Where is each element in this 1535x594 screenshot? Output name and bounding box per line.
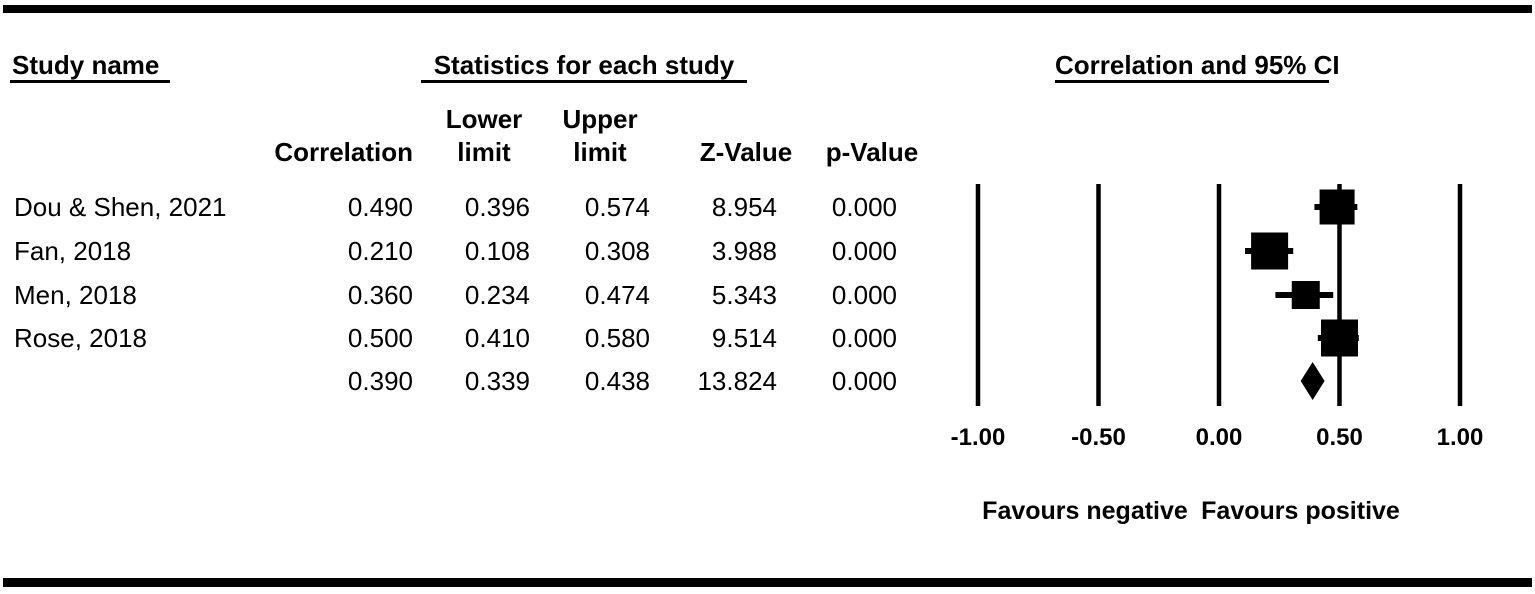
z-value-cell: 9.514	[711, 323, 777, 353]
study-name-group-header: Study name	[10, 50, 170, 83]
correlation-ci-group-header: Correlation and 95% CI	[1055, 50, 1340, 83]
column-header-z-value: Z-Value	[699, 137, 793, 167]
top-border-rule	[3, 5, 1532, 13]
lower-limit-cell: 0.410	[464, 323, 530, 353]
column-header-p-value: p-Value	[825, 137, 919, 167]
x-tick-label: -1.00	[950, 424, 1006, 451]
lower-limit-cell: 0.234	[464, 280, 530, 310]
upper-limit-cell: 0.308	[584, 236, 650, 266]
upper-limit-cell: 0.474	[584, 280, 650, 310]
column-header-correlation: Correlation	[274, 137, 413, 167]
summary-diamond	[1300, 362, 1325, 400]
column-header-limit: Lower limit	[445, 104, 523, 167]
favours-positive-label: Favours positive	[1201, 497, 1400, 525]
x-tick-label: 1.00	[1436, 424, 1484, 451]
upper-limit-cell: 0.574	[584, 192, 650, 222]
study-name-cell: Rose, 2018	[14, 323, 147, 353]
z-value-cell: 8.954	[711, 192, 777, 222]
x-tick-label: 0.00	[1195, 424, 1243, 451]
correlation-cell: 0.360	[347, 280, 413, 310]
upper-limit-cell: 0.438	[584, 366, 650, 396]
z-value-cell: 5.343	[711, 280, 777, 310]
study-name-cell: Dou & Shen, 2021	[14, 192, 227, 222]
z-value-cell: 3.988	[711, 236, 777, 266]
correlation-cell: 0.390	[347, 366, 413, 396]
lower-limit-cell: 0.108	[464, 236, 530, 266]
statistics-group-header: Statistics for each study	[421, 50, 747, 83]
study-name-cell: Fan, 2018	[14, 236, 132, 266]
correlation-cell: 0.490	[347, 192, 413, 222]
weight-square	[1321, 319, 1358, 357]
column-header-limit: Upper limit	[562, 104, 638, 167]
lower-limit-cell: 0.339	[464, 366, 530, 396]
p-value-cell: 0.000	[831, 236, 897, 266]
x-tick-label: -0.50	[1071, 424, 1126, 451]
lower-limit-cell: 0.396	[464, 192, 530, 222]
study-name-cell: Men, 2018	[14, 280, 137, 310]
z-value-cell: 13.824	[697, 366, 777, 396]
p-value-cell: 0.000	[831, 366, 897, 396]
weight-square	[1251, 232, 1289, 270]
x-tick-label: 0.50	[1316, 424, 1363, 451]
p-value-cell: 0.000	[831, 280, 897, 310]
correlation-cell: 0.500	[347, 323, 413, 353]
bottom-border-rule	[3, 578, 1532, 587]
weight-square	[1291, 281, 1320, 309]
correlation-cell: 0.210	[347, 236, 413, 266]
weight-square	[1319, 189, 1355, 225]
p-value-cell: 0.000	[831, 323, 897, 353]
p-value-cell: 0.000	[831, 192, 897, 222]
favours-negative-label: Favours negative	[982, 497, 1188, 525]
upper-limit-cell: 0.580	[584, 323, 650, 353]
